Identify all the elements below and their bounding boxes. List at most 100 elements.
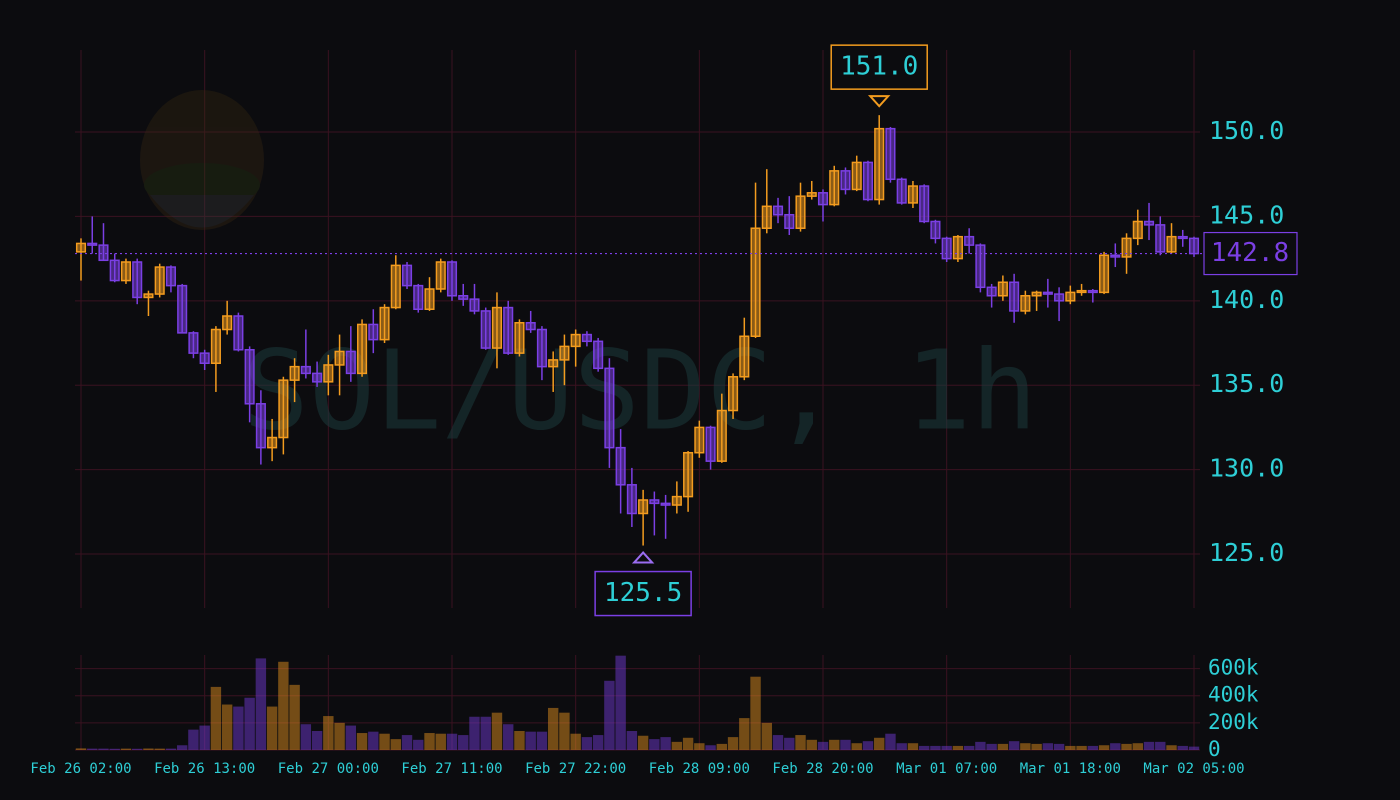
volume-bar (491, 712, 503, 750)
candle-body (1166, 235, 1177, 253)
volume-bar (716, 743, 728, 750)
volume-bar (1087, 745, 1099, 750)
candle-body (570, 333, 581, 348)
volume-bar (199, 725, 210, 750)
candle-body (716, 409, 727, 462)
volume-panel (75, 655, 1200, 750)
volume-bar (390, 739, 401, 750)
candles (75, 115, 1203, 546)
x-tick-label: Mar 01 07:00 (896, 761, 997, 777)
candle-body (177, 284, 188, 334)
y-tick-label: 150.0 (1209, 116, 1284, 145)
candle-body (120, 261, 132, 282)
volume-bar (98, 748, 109, 750)
volume-bar (345, 725, 357, 750)
volume-bar (379, 733, 390, 750)
candle-body (413, 284, 424, 311)
volume-bar (1053, 743, 1065, 750)
max-marker (867, 95, 891, 108)
volume-bar (1188, 746, 1200, 750)
volume-bar (772, 735, 784, 750)
candle-body (188, 332, 199, 354)
candle-body (784, 213, 795, 229)
logo (140, 90, 264, 230)
volume-bar (165, 748, 177, 750)
volume-bar (1008, 741, 1020, 750)
volume-bar (952, 745, 964, 750)
candle-body (649, 499, 660, 505)
x-tick-label: Feb 26 13:00 (154, 761, 255, 777)
volume-bar (221, 704, 233, 750)
candle-body (728, 376, 739, 412)
candle-body (446, 261, 458, 297)
candle-body (435, 261, 446, 290)
volume-bar (671, 741, 683, 750)
candle-body (671, 495, 682, 506)
volume-bar (795, 735, 806, 750)
volume-bar (1098, 745, 1110, 750)
volume-bar (840, 739, 851, 750)
candle-body (896, 178, 907, 204)
candle-body (1020, 294, 1031, 312)
candle-body (1031, 291, 1042, 297)
volume-bar (761, 722, 772, 750)
y-tick-label: 145.0 (1209, 200, 1284, 229)
x-tick-label: Feb 26 02:00 (30, 761, 131, 777)
volume-bar (986, 743, 997, 750)
logo-mustache (144, 163, 260, 207)
candle-body (536, 328, 547, 368)
volume-bar (918, 745, 930, 750)
candle-body (1076, 289, 1087, 294)
candle-body (795, 195, 806, 229)
volume-bar (1177, 745, 1188, 750)
candle-body (705, 426, 716, 462)
candle-body (997, 281, 1008, 297)
volume-bar (682, 737, 694, 750)
candle-body (626, 484, 637, 515)
candle-body (514, 322, 525, 354)
volume-bar (1020, 743, 1031, 750)
volume-bar (401, 735, 413, 750)
candle-body (379, 306, 390, 341)
y-tick-label: 125.0 (1209, 538, 1284, 567)
candle-body (98, 244, 109, 262)
volume-bar (233, 706, 244, 750)
volume-bar (570, 733, 581, 750)
volume-bar (266, 706, 278, 750)
volume-bar (750, 676, 761, 750)
candle-body (874, 127, 885, 201)
volume-bar (660, 737, 671, 750)
volume-bar (143, 748, 154, 750)
candle-body (345, 350, 356, 375)
candle-body (604, 367, 615, 449)
volume-bar (176, 745, 188, 750)
volume-bar (525, 731, 536, 750)
x-tick-label: Feb 27 22:00 (525, 761, 626, 777)
candle-body (491, 306, 503, 349)
last-price-label: 142.8 (1211, 238, 1289, 268)
candle-body (817, 192, 829, 206)
candle-body (1177, 235, 1188, 240)
candle-body (165, 266, 176, 287)
volume-bar (503, 724, 514, 750)
volume-bar (896, 743, 907, 750)
candle-body (278, 379, 289, 439)
volume-bar (255, 658, 267, 750)
volume-bar (615, 655, 626, 750)
volume-bar (356, 733, 368, 750)
volume-bar (323, 716, 334, 750)
candle-body (233, 315, 244, 351)
grid (75, 50, 1200, 751)
volume-bar (806, 739, 817, 750)
candle-body (1054, 293, 1065, 302)
candle-body (559, 345, 570, 361)
volume-bar (278, 661, 289, 750)
x-tick-label: Feb 28 20:00 (772, 761, 873, 777)
candle-body (334, 350, 345, 366)
volume-bar (975, 741, 986, 750)
candle-body (143, 293, 154, 299)
volume-bar (536, 731, 548, 750)
candle-body (1099, 254, 1110, 294)
min-marker (631, 551, 655, 564)
